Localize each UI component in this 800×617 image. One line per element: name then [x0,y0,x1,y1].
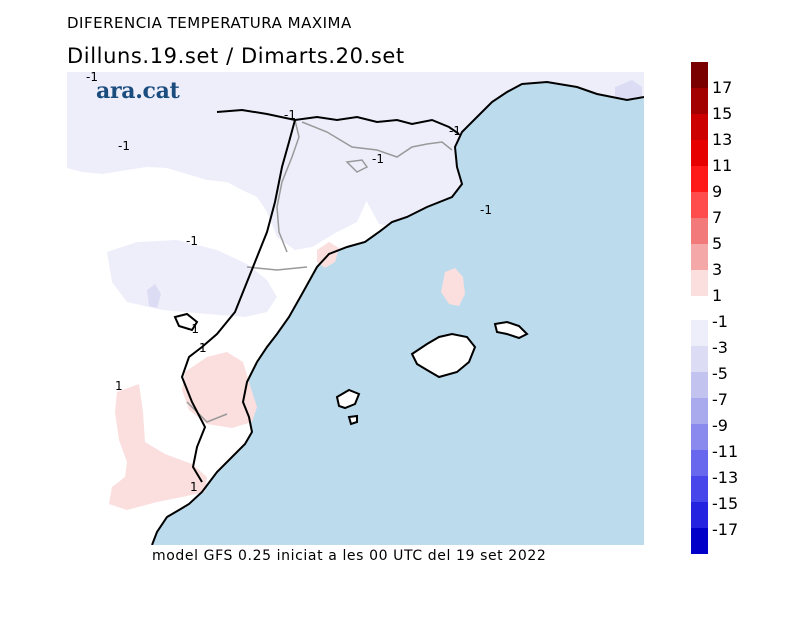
chart-subtitle: Dilluns.19.set / Dimarts.20.set [67,44,405,68]
legend-label: -7 [712,390,728,409]
legend-label: 9 [712,182,723,201]
warm-area-southwest [109,384,207,510]
legend-label: -17 [712,520,739,539]
mediterranean-sea [152,72,644,545]
contour-label: -1 [86,70,98,84]
legend-label: 5 [712,234,723,253]
legend-swatch [691,218,708,244]
legend-swatch [691,114,708,140]
cool-area-spot [147,284,161,308]
legend-label: -11 [712,442,739,461]
contour-label: -1 [186,234,198,248]
menorca-island [493,320,529,340]
legend-label: -3 [712,338,728,357]
contour-label: 1 [190,480,198,494]
legend-swatch [691,270,708,296]
legend-label: 1 [712,286,723,305]
legend-label: -1 [712,312,728,331]
legend-label: 17 [712,78,733,97]
legend-label: 15 [712,104,733,123]
legend-swatch [691,476,708,502]
legend-label: 3 [712,260,723,279]
legend-swatch [691,320,708,346]
legend-swatch [691,62,708,88]
legend-swatch [691,140,708,166]
legend-label: 13 [712,130,733,149]
balearic-islands [335,320,529,426]
legend-label: -9 [712,416,728,435]
legend-swatch [691,424,708,450]
legend-label: -15 [712,494,739,513]
legend-swatch [691,398,708,424]
legend-label: -5 [712,364,728,383]
chart-title: DIFERENCIA TEMPERATURA MAXIMA [67,14,352,32]
contour-label: -1 [284,108,296,122]
contour-label: 1 [115,379,123,393]
contour-label: -1 [118,139,130,153]
legend-swatch [691,528,708,554]
legend-label: 11 [712,156,733,175]
legend-swatch [691,502,708,528]
legend-swatch [691,88,708,114]
contour-label: -1 [372,152,384,166]
mallorca-island [410,332,477,379]
border-lines [186,119,453,423]
contour-label: -1 [449,124,461,138]
coast-lines [151,80,644,545]
warm-area-sea [441,268,465,306]
legend-swatch [691,166,708,192]
ara-cat-logo: ara.cat [96,78,180,104]
legend-swatch [691,244,708,270]
temperature-difference-map [67,72,644,545]
legend-label: 7 [712,208,723,227]
contour-label: -1 [480,203,492,217]
formentera-island [347,414,358,426]
legend-label: -13 [712,468,739,487]
legend-swatch [691,192,708,218]
legend-swatch [691,450,708,476]
legend-swatch [691,346,708,372]
warm-area-ebro-delta [182,352,257,428]
model-footer: model GFS 0.25 iniciat a les 00 UTC del … [152,548,547,564]
ibiza-island [335,388,361,410]
contour-label: 1 [199,341,207,355]
legend-swatch [691,372,708,398]
contour-label: -1 [187,322,199,336]
